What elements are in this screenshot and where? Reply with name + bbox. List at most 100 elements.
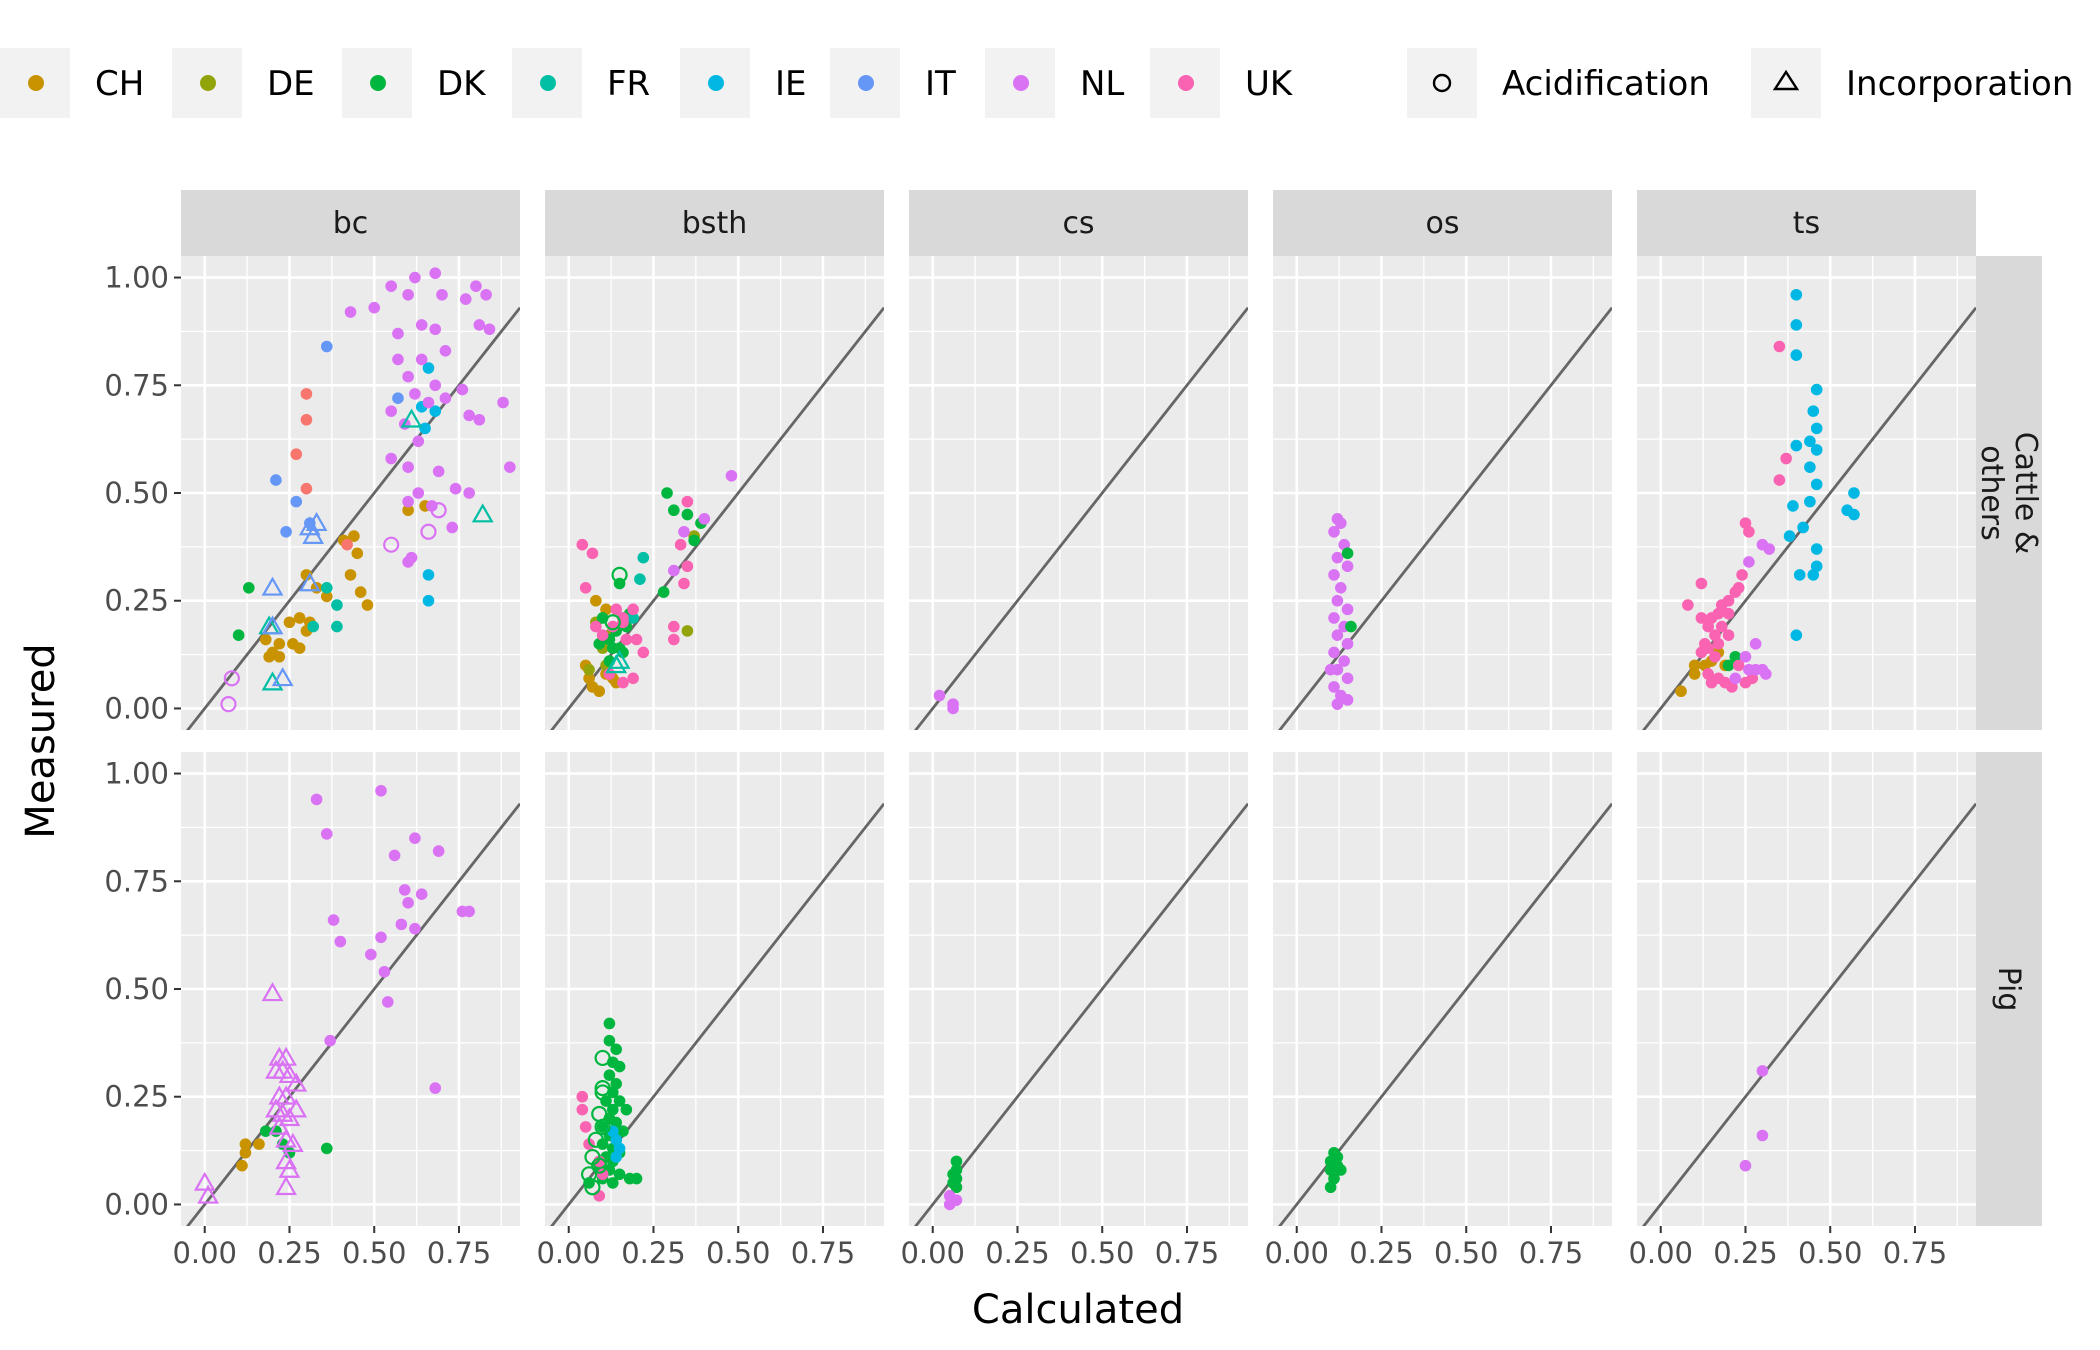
data-point	[1722, 607, 1735, 620]
data-point	[1722, 629, 1735, 641]
strip-os	[1273, 190, 1612, 256]
legend-label: FR	[607, 64, 650, 104]
data-point-incorporation	[275, 1046, 297, 1066]
x-tick-label: 0.00	[900, 1236, 965, 1270]
data-point	[1341, 672, 1354, 685]
data-point	[1749, 638, 1762, 650]
data-point	[620, 633, 633, 646]
data-point-incorporation	[275, 1085, 297, 1105]
data-point	[1848, 487, 1860, 499]
panel-os-cattle	[1273, 256, 1612, 730]
legend-item-incorporation: Incorporation	[1751, 48, 2073, 118]
data-point	[1345, 620, 1357, 633]
data-point	[422, 396, 435, 409]
data-point	[1324, 663, 1337, 676]
data-point	[290, 495, 303, 508]
data-point	[698, 513, 711, 525]
data-point-incorporation	[281, 1132, 304, 1152]
legend-dot	[370, 75, 386, 91]
data-point	[415, 353, 428, 366]
data-point	[351, 547, 364, 560]
legend: CH DE DK FR IE IT NL UK Acidification Incorporati…	[0, 48, 2073, 118]
data-point	[600, 1095, 612, 1107]
x-tick-label: 0.75	[791, 1236, 856, 1270]
data-point-acidification	[594, 1049, 611, 1067]
data-point	[1732, 659, 1745, 672]
panel-bsth-pig	[545, 752, 884, 1226]
data-point	[480, 288, 492, 301]
data-point	[1331, 698, 1344, 710]
data-point	[1705, 676, 1718, 689]
data-point	[603, 1017, 616, 1030]
data-point	[402, 461, 414, 473]
panel-ts-cattle	[1637, 256, 1976, 730]
data-point	[725, 469, 738, 482]
data-point	[283, 616, 296, 629]
strip-cs	[909, 190, 1248, 256]
data-point	[579, 1121, 592, 1133]
data-point-acidification	[594, 1080, 611, 1097]
legend-label: DK	[437, 64, 487, 104]
data-point	[1331, 594, 1344, 607]
panel-bsth-cattle	[545, 256, 884, 730]
data-point	[1675, 685, 1687, 698]
x-tick-label: 0.00	[536, 1236, 601, 1270]
data-point	[334, 935, 347, 948]
data-point	[470, 280, 482, 292]
panel-cs-pig	[909, 752, 1248, 1226]
data-point	[273, 638, 286, 650]
data-point	[593, 1190, 606, 1202]
data-point	[613, 1095, 626, 1107]
x-tick-label: 0.25	[985, 1236, 1050, 1270]
x-tick-label: 0.25	[257, 1236, 322, 1270]
data-point-incorporation	[193, 1171, 216, 1191]
data-point	[617, 646, 629, 659]
data-point	[1790, 319, 1803, 331]
data-point	[344, 306, 357, 318]
data-point	[1328, 612, 1340, 624]
data-point	[429, 323, 442, 336]
legend-dot	[858, 75, 874, 91]
data-point	[668, 633, 680, 646]
data-point	[1804, 495, 1816, 508]
data-point-incorporation	[261, 671, 284, 691]
data-point	[463, 905, 475, 918]
data-point-acidification	[591, 1157, 608, 1174]
x-tick-label: 0.00	[1628, 1236, 1693, 1270]
data-point	[429, 267, 442, 280]
data-point	[1729, 586, 1742, 598]
data-point	[1688, 668, 1701, 680]
data-point	[307, 620, 320, 633]
data-point	[463, 487, 475, 499]
y-tick-label: 1.00	[104, 757, 169, 791]
data-point	[950, 1181, 963, 1194]
data-point	[637, 646, 650, 659]
legend-dot	[1013, 75, 1029, 91]
legend-dot	[1178, 75, 1194, 91]
data-point	[603, 1034, 616, 1047]
data-point	[596, 1168, 609, 1181]
data-point	[678, 525, 690, 538]
legend-shape	[1432, 73, 1452, 93]
data-point	[1810, 560, 1823, 573]
data-point	[300, 388, 313, 400]
data-point-acidification	[430, 502, 447, 519]
data-point	[365, 948, 377, 961]
data-point	[402, 288, 414, 301]
legend-label: IT	[925, 64, 956, 104]
data-point	[429, 405, 442, 417]
data-point-incorporation	[278, 1063, 301, 1084]
data-point-incorporation	[268, 1115, 291, 1135]
data-point	[681, 508, 694, 521]
data-point	[1695, 646, 1708, 659]
data-point-acidification	[383, 536, 400, 553]
data-point	[439, 392, 452, 405]
data-point	[668, 620, 680, 633]
data-point	[1797, 521, 1809, 534]
data-point	[300, 482, 313, 495]
data-point	[385, 280, 397, 292]
data-point	[398, 884, 411, 896]
row-strip-label: Cattle &others	[1974, 432, 2043, 555]
data-point-acidification	[220, 696, 237, 713]
data-point	[259, 1125, 272, 1137]
